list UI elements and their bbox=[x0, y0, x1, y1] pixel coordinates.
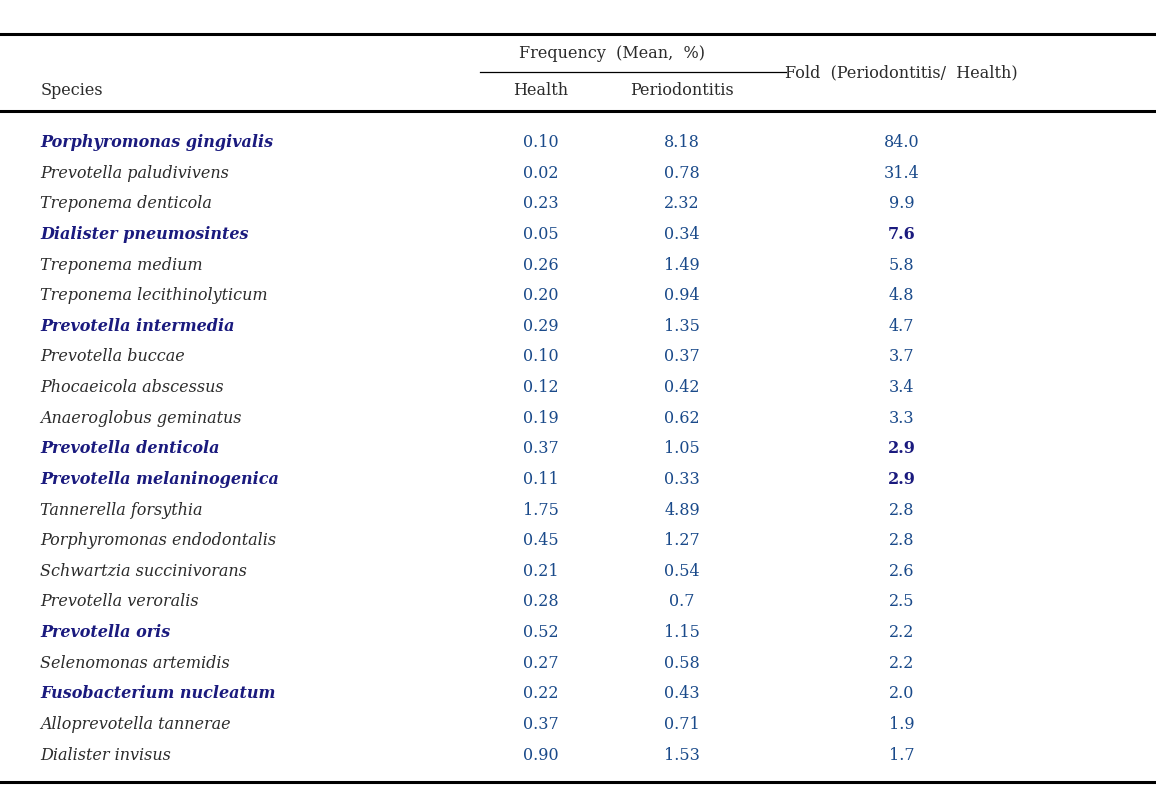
Text: Prevotella intermedia: Prevotella intermedia bbox=[40, 318, 235, 335]
Text: 0.33: 0.33 bbox=[665, 471, 699, 488]
Text: 0.7: 0.7 bbox=[669, 593, 695, 610]
Text: Treponema medium: Treponema medium bbox=[40, 257, 203, 274]
Text: 1.9: 1.9 bbox=[889, 716, 914, 733]
Text: Fold  (Periodontitis/  Health): Fold (Periodontitis/ Health) bbox=[785, 64, 1018, 81]
Text: 0.20: 0.20 bbox=[524, 287, 558, 304]
Text: 0.19: 0.19 bbox=[524, 410, 558, 427]
Text: Prevotella paludivivens: Prevotella paludivivens bbox=[40, 165, 229, 182]
Text: 0.37: 0.37 bbox=[524, 716, 558, 733]
Text: 31.4: 31.4 bbox=[884, 165, 919, 182]
Text: Fusobacterium nucleatum: Fusobacterium nucleatum bbox=[40, 685, 276, 702]
Text: 2.0: 2.0 bbox=[889, 685, 914, 702]
Text: Periodontitis: Periodontitis bbox=[630, 81, 734, 99]
Text: 2.6: 2.6 bbox=[889, 563, 914, 580]
Text: 2.5: 2.5 bbox=[889, 593, 914, 610]
Text: 1.53: 1.53 bbox=[664, 746, 701, 764]
Text: Prevotella melaninogenica: Prevotella melaninogenica bbox=[40, 471, 280, 488]
Text: 2.9: 2.9 bbox=[888, 440, 916, 457]
Text: 1.7: 1.7 bbox=[889, 746, 914, 764]
Text: Dialister invisus: Dialister invisus bbox=[40, 746, 171, 764]
Text: 0.02: 0.02 bbox=[524, 165, 558, 182]
Text: 8.18: 8.18 bbox=[664, 134, 701, 151]
Text: Prevotella denticola: Prevotella denticola bbox=[40, 440, 220, 457]
Text: Anaeroglobus geminatus: Anaeroglobus geminatus bbox=[40, 410, 242, 427]
Text: 0.27: 0.27 bbox=[524, 654, 558, 671]
Text: 4.8: 4.8 bbox=[889, 287, 914, 304]
Text: Prevotella buccae: Prevotella buccae bbox=[40, 349, 185, 365]
Text: 0.11: 0.11 bbox=[524, 471, 558, 488]
Text: 0.10: 0.10 bbox=[524, 134, 558, 151]
Text: 1.35: 1.35 bbox=[664, 318, 701, 335]
Text: 0.42: 0.42 bbox=[665, 379, 699, 396]
Text: Frequency  (Mean,  %): Frequency (Mean, %) bbox=[519, 44, 704, 62]
Text: 4.89: 4.89 bbox=[665, 502, 699, 518]
Text: Dialister pneumosintes: Dialister pneumosintes bbox=[40, 226, 249, 243]
Text: 0.34: 0.34 bbox=[665, 226, 699, 243]
Text: 3.7: 3.7 bbox=[889, 349, 914, 365]
Text: 1.49: 1.49 bbox=[665, 257, 699, 274]
Text: 0.58: 0.58 bbox=[665, 654, 699, 671]
Text: Schwartzia succinivorans: Schwartzia succinivorans bbox=[40, 563, 247, 580]
Text: 0.43: 0.43 bbox=[665, 685, 699, 702]
Text: 0.94: 0.94 bbox=[665, 287, 699, 304]
Text: 2.8: 2.8 bbox=[889, 502, 914, 518]
Text: 1.27: 1.27 bbox=[665, 532, 699, 549]
Text: 0.23: 0.23 bbox=[524, 196, 558, 213]
Text: 0.21: 0.21 bbox=[524, 563, 558, 580]
Text: 7.6: 7.6 bbox=[888, 226, 916, 243]
Text: 1.05: 1.05 bbox=[665, 440, 699, 457]
Text: 0.29: 0.29 bbox=[524, 318, 558, 335]
Text: 0.22: 0.22 bbox=[524, 685, 558, 702]
Text: 3.3: 3.3 bbox=[889, 410, 914, 427]
Text: 0.78: 0.78 bbox=[665, 165, 699, 182]
Text: Tannerella forsythia: Tannerella forsythia bbox=[40, 502, 203, 518]
Text: Alloprevotella tannerae: Alloprevotella tannerae bbox=[40, 716, 231, 733]
Text: 0.12: 0.12 bbox=[524, 379, 558, 396]
Text: 2.2: 2.2 bbox=[889, 624, 914, 641]
Text: 84.0: 84.0 bbox=[884, 134, 919, 151]
Text: Porphyromonas endodontalis: Porphyromonas endodontalis bbox=[40, 532, 276, 549]
Text: 0.62: 0.62 bbox=[665, 410, 699, 427]
Text: Health: Health bbox=[513, 81, 569, 99]
Text: Selenomonas artemidis: Selenomonas artemidis bbox=[40, 654, 230, 671]
Text: 1.75: 1.75 bbox=[523, 502, 560, 518]
Text: 0.45: 0.45 bbox=[524, 532, 558, 549]
Text: 0.26: 0.26 bbox=[524, 257, 558, 274]
Text: 1.15: 1.15 bbox=[664, 624, 701, 641]
Text: 2.32: 2.32 bbox=[665, 196, 699, 213]
Text: Species: Species bbox=[40, 81, 103, 99]
Text: 0.52: 0.52 bbox=[524, 624, 558, 641]
Text: 0.71: 0.71 bbox=[665, 716, 699, 733]
Text: 0.05: 0.05 bbox=[524, 226, 558, 243]
Text: 0.90: 0.90 bbox=[524, 746, 558, 764]
Text: 0.37: 0.37 bbox=[665, 349, 699, 365]
Text: Treponema lecithinolyticum: Treponema lecithinolyticum bbox=[40, 287, 268, 304]
Text: Porphyromonas gingivalis: Porphyromonas gingivalis bbox=[40, 134, 274, 151]
Text: 0.54: 0.54 bbox=[665, 563, 699, 580]
Text: Prevotella oris: Prevotella oris bbox=[40, 624, 171, 641]
Text: 2.8: 2.8 bbox=[889, 532, 914, 549]
Text: 9.9: 9.9 bbox=[889, 196, 914, 213]
Text: Prevotella veroralis: Prevotella veroralis bbox=[40, 593, 199, 610]
Text: Treponema denticola: Treponema denticola bbox=[40, 196, 213, 213]
Text: 3.4: 3.4 bbox=[889, 379, 914, 396]
Text: 0.37: 0.37 bbox=[524, 440, 558, 457]
Text: Phocaeicola abscessus: Phocaeicola abscessus bbox=[40, 379, 224, 396]
Text: 0.28: 0.28 bbox=[524, 593, 558, 610]
Text: 0.10: 0.10 bbox=[524, 349, 558, 365]
Text: 2.2: 2.2 bbox=[889, 654, 914, 671]
Text: 4.7: 4.7 bbox=[889, 318, 914, 335]
Text: 2.9: 2.9 bbox=[888, 471, 916, 488]
Text: 5.8: 5.8 bbox=[889, 257, 914, 274]
